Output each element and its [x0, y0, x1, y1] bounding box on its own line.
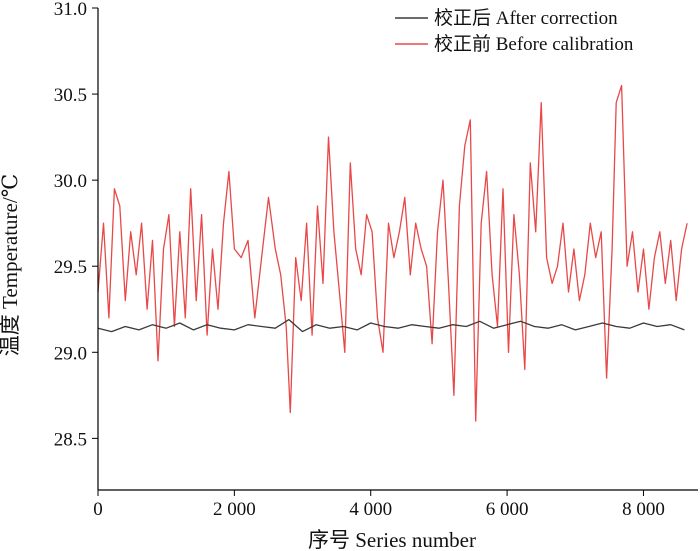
y-tick-label: 31.0: [54, 0, 87, 20]
series-line-after-correction: [97, 318, 685, 333]
legend-label-before-calibration: 校正前 Before calibration: [434, 33, 634, 55]
y-tick-label: 30.5: [54, 85, 87, 106]
x-tick-label: 0: [93, 499, 103, 520]
series-line-before-calibration: [97, 84, 688, 422]
y-tick-label: 28.5: [54, 429, 87, 450]
y-tick-label: 29.0: [54, 343, 87, 364]
axes-layer: [97, 8, 698, 491]
legend: 校正后 After correction 校正前 Before calibrat…: [395, 7, 634, 55]
y-axis-ticks: 28.5 29.0 29.5 30.0 30.5 31.0: [54, 0, 98, 450]
x-axis-ticks: 0 2 000 4 000 6 000 8 000: [93, 490, 665, 520]
y-tick-label: 29.5: [54, 257, 87, 278]
x-tick-label: 6 000: [486, 499, 529, 520]
x-axis-title: 序号 Series number: [308, 528, 476, 551]
x-tick-label: 8 000: [622, 499, 665, 520]
x-tick-label: 4 000: [349, 499, 392, 520]
series-layer: [97, 84, 688, 422]
legend-label-after-correction: 校正后 After correction: [434, 7, 618, 29]
x-tick-label: 2 000: [213, 499, 256, 520]
y-tick-label: 30.0: [54, 171, 87, 192]
y-axis-title: 温度 Temperature/℃: [0, 174, 22, 356]
